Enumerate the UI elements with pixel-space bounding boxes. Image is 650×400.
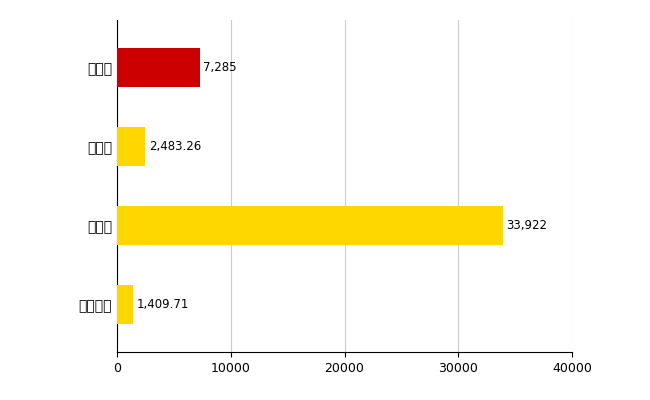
Bar — [117, 48, 200, 87]
Bar — [117, 285, 133, 324]
Text: 2,483.26: 2,483.26 — [149, 140, 201, 153]
Bar — [117, 206, 503, 245]
Bar — [117, 127, 145, 166]
Text: 1,409.71: 1,409.71 — [136, 298, 188, 311]
Text: 7,285: 7,285 — [203, 61, 237, 74]
Text: 33,922: 33,922 — [506, 219, 547, 232]
